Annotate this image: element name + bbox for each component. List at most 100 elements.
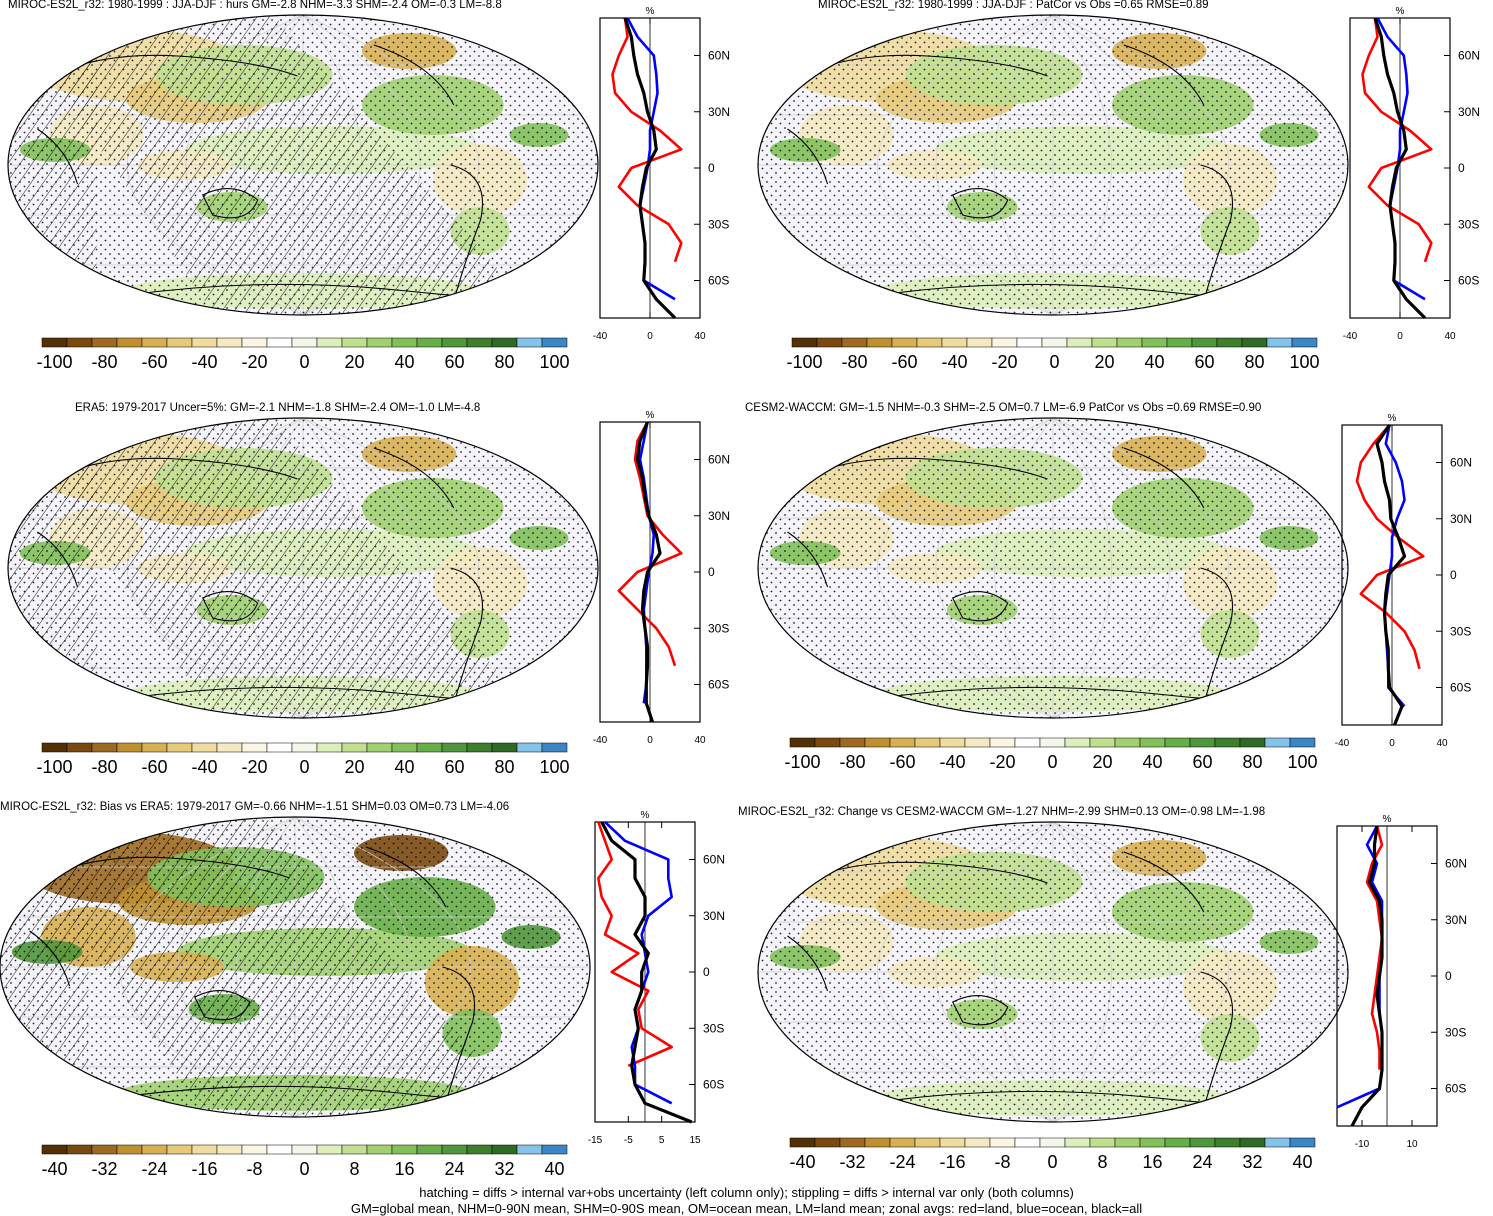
colorbar-swatch [964,1137,991,1148]
colorbar-swatch [1189,737,1216,748]
colorbar-swatch [541,742,568,753]
colorbar-swatch [839,1137,866,1148]
colorbar-swatch [1191,337,1218,348]
colorbar-tick-label: 100 [539,757,569,777]
colorbar-swatch [66,1144,93,1155]
latitude-label: 0 [1445,969,1452,983]
colorbar-tick-label: 60 [444,757,464,777]
map-field [0,817,590,1117]
colorbar-swatch [864,737,891,748]
colorbar-swatch [816,337,843,348]
colorbar-swatch [391,1144,418,1155]
latitude-label: 60S [703,1078,724,1092]
colorbar-tick-label: 80 [494,757,514,777]
colorbar-swatch [864,1137,891,1148]
colorbar-swatch [191,742,218,753]
colorbar-swatch [491,742,518,753]
panel-title: CESM2-WACCM: GM=-1.5 NHM=-0.3 SHM=-2.5 O… [745,402,1262,414]
colorbar-swatch [291,1144,318,1155]
zonal-x-tick-label: -40 [1343,331,1358,342]
latitude-label: 60N [1458,49,1480,63]
colorbar-swatch [441,337,468,348]
colorbar-swatch [1091,337,1118,348]
colorbar-tick-label: -80 [839,752,865,772]
colorbar-swatch [1064,1137,1091,1148]
panel-4: % -40 0 40 60N 30N 0 30S 60S -100 -80 -60 -40 -20 0 20 4… [757,413,1472,772]
latitude-label: 60N [708,453,730,467]
colorbar-swatch [141,1144,168,1155]
colorbar-swatch [466,337,493,348]
colorbar-tick-label: 16 [394,1159,414,1179]
zonal-axis-label: % [1396,6,1405,17]
colorbar-swatch [441,742,468,753]
colorbar-swatch [1139,737,1166,748]
latitude-label: 30N [1458,105,1480,119]
latitude-label: 60N [1450,456,1472,470]
colorbar-swatch [814,1137,841,1148]
colorbar-swatch [1164,1137,1191,1148]
colorbar-tick-label: -20 [989,752,1015,772]
colorbar-swatch [166,337,193,348]
colorbar-tick-label: -16 [939,1152,965,1172]
colorbar-tick-label: 100 [1289,352,1319,372]
colorbar-swatch [1289,1137,1316,1148]
colorbar-swatch [541,337,568,348]
colorbar-swatch [939,737,966,748]
colorbar-tick-label: -100 [36,352,72,372]
colorbar-swatch [91,1144,118,1155]
colorbar-tick-label: 0 [1049,352,1059,372]
zonal-axis-label: % [1383,814,1392,825]
colorbar-swatch [266,742,293,753]
zonal-series-all [1350,825,1384,1127]
zonal-series-all [1375,424,1407,726]
colorbar-swatch [116,742,143,753]
colorbar-swatch [291,742,318,753]
colorbar-swatch [316,742,343,753]
colorbar-tick-label: 24 [444,1159,464,1179]
colorbar-swatch [1064,737,1091,748]
colorbar-swatch [166,742,193,753]
colorbar-swatch [491,337,518,348]
latitude-label: 60S [708,678,729,692]
colorbar-tick-label: -20 [241,352,267,372]
zonal-x-tick-label: -40 [1335,738,1350,749]
zonal-x-tick-label: 0 [1397,331,1403,342]
zonal-x-tick-label: 5 [659,1135,665,1146]
latitude-label: 60N [703,853,725,867]
colorbar-swatch [116,1144,143,1155]
colorbar-tick-label: 40 [1292,1152,1312,1172]
colorbar-swatch [1239,1137,1266,1148]
colorbar-swatch [891,337,918,348]
colorbar-tick-label: 60 [1192,752,1212,772]
colorbar-swatch [366,742,393,753]
colorbar-swatch [1214,737,1241,748]
latitude-label: 0 [708,161,715,175]
zonal-axis-label: % [641,810,650,821]
colorbar-swatch [441,1144,468,1155]
panel-title: ERA5: 1979-2017 Uncer=5%: GM=-2.1 NHM=-1… [75,402,481,414]
colorbar-tick-label: 20 [344,757,364,777]
colorbar-swatch [216,742,243,753]
latitude-label: 60S [1450,681,1471,695]
panel-title: MIROC-ES2L_r32: Change vs CESM2-WACCM GM… [738,806,1266,818]
colorbar-tick-label: -40 [41,1159,67,1179]
zonal-x-tick-label: 40 [694,331,706,342]
panel-title: MIROC-ES2L_r32: 1980-1999 : JJA-DJF : hu… [8,0,502,11]
colorbar-tick-label: 80 [1244,352,1264,372]
colorbar-swatch [241,1144,268,1155]
colorbar-swatch [1139,1137,1166,1148]
colorbar-swatch [416,742,443,753]
colorbar-tick-label: -24 [141,1159,167,1179]
latitude-label: 30N [1450,512,1472,526]
colorbar-tick-label: -80 [91,757,117,777]
colorbar-swatch [1114,737,1141,748]
panel-2: % -40 0 40 60N 30N 0 30S 60S -100 -80 -60 -40 -20 0 20 4… [757,6,1480,372]
colorbar-tick-label: -40 [191,757,217,777]
colorbar-swatch [1089,737,1116,748]
colorbar-swatch [989,737,1016,748]
colorbar-swatch [1216,337,1243,348]
colorbar-tick-label: 0 [1047,752,1057,772]
colorbar-swatch [1141,337,1168,348]
colorbar-swatch [516,742,543,753]
